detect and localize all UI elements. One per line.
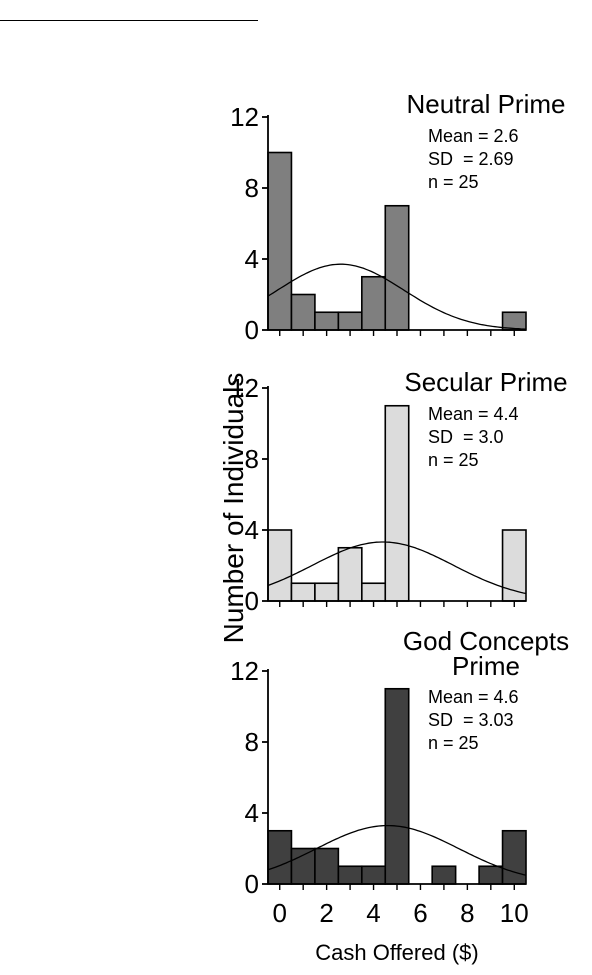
panel-stat: Mean = 4.6 xyxy=(428,687,519,707)
histogram-bar xyxy=(361,865,387,885)
x-tick-label: 0 xyxy=(272,898,286,928)
panel-stat: n = 25 xyxy=(428,733,479,753)
panel-title: God Concepts xyxy=(403,626,569,656)
histogram-bar xyxy=(361,275,387,331)
y-tick-label: 12 xyxy=(230,102,259,132)
histogram-bar xyxy=(361,582,387,602)
panel-title: Secular Prime xyxy=(404,367,567,397)
x-tick-label: 6 xyxy=(413,898,427,928)
histogram-bar xyxy=(314,311,340,331)
y-tick-label: 4 xyxy=(245,515,259,545)
histogram-bar xyxy=(290,847,316,885)
panel-title-line2: Prime xyxy=(452,651,520,681)
panel-title: Neutral Prime xyxy=(407,89,566,119)
y-tick-label: 4 xyxy=(245,244,259,274)
panel-stat: SD = 3.03 xyxy=(428,710,514,730)
y-tick-label: 0 xyxy=(245,869,259,899)
y-tick-label: 12 xyxy=(230,656,259,686)
histogram-bar xyxy=(290,582,316,602)
y-tick-label: 0 xyxy=(245,315,259,345)
histogram-bar xyxy=(337,865,363,885)
normal-curve xyxy=(267,263,527,330)
histogram-panel-2: 0 4 8 12 Secular Prime Mean = 4.4 SD = 3.0 n = … xyxy=(230,367,568,616)
x-tick-label: 8 xyxy=(460,898,474,928)
y-tick-label: 8 xyxy=(245,173,259,203)
x-tick-label: 4 xyxy=(366,898,380,928)
histogram-bar xyxy=(384,404,410,602)
normal-curve xyxy=(267,541,527,595)
histogram-bar xyxy=(384,204,410,331)
x-tick-label: 2 xyxy=(319,898,333,928)
histogram-bar xyxy=(314,582,340,602)
y-tick-label: 12 xyxy=(230,373,259,403)
y-tick-label: 4 xyxy=(245,798,259,828)
histogram-bar xyxy=(431,865,457,885)
panel-stat: n = 25 xyxy=(428,172,479,192)
histogram-bar xyxy=(337,546,363,602)
histogram-bar xyxy=(314,847,340,885)
normal-curve xyxy=(267,824,527,876)
y-tick-label: 8 xyxy=(245,444,259,474)
histogram-bar xyxy=(384,687,410,885)
histogram-bar xyxy=(337,311,363,331)
top-rule xyxy=(0,20,258,21)
panel-stat: n = 25 xyxy=(428,450,479,470)
y-axis-label: Number of Individuals xyxy=(218,373,249,644)
x-tick-label: 10 xyxy=(500,898,529,928)
histogram-bar xyxy=(478,865,504,885)
histogram-panel-1: 0 4 8 12 Neutral Prime Mean = 2.6 SD = 2.69 n =… xyxy=(230,89,565,345)
histogram-bar xyxy=(267,151,293,331)
histogram-bar xyxy=(501,829,527,885)
histogram-bar xyxy=(290,293,316,331)
y-tick-label: 8 xyxy=(245,727,259,757)
histogram-bar xyxy=(267,829,293,885)
panel-stat: SD = 3.0 xyxy=(428,427,504,447)
x-axis-label: Cash Offered ($) xyxy=(315,940,478,965)
histogram-bar xyxy=(267,529,293,602)
panel-stat: Mean = 4.4 xyxy=(428,404,519,424)
panel-stat: Mean = 2.6 xyxy=(428,126,519,146)
y-tick-label: 0 xyxy=(245,586,259,616)
panel-stat: SD = 2.69 xyxy=(428,149,514,169)
